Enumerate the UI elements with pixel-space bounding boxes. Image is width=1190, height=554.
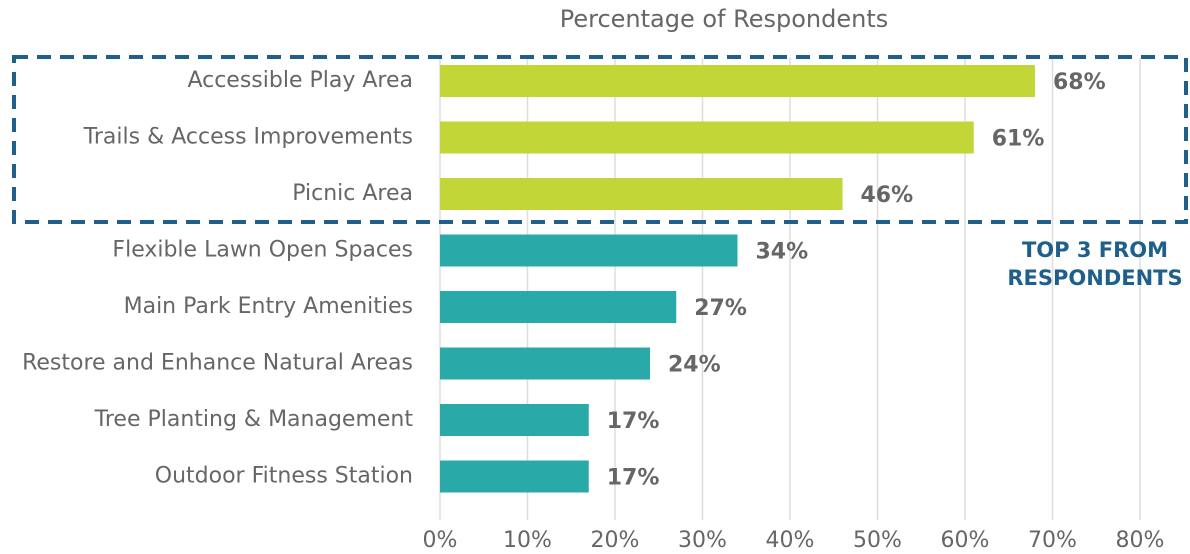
value-label: 34% [756,240,809,265]
chart-title: Percentage of Respondents [560,5,889,33]
bar [440,234,738,267]
value-label: 68% [1053,70,1106,95]
y-tick-label: Trails & Access Improvements [83,125,413,150]
highlight-box [12,55,1188,224]
bar [440,65,1035,97]
annotation: RESPONDENTS [1007,266,1182,290]
x-tick-label: 60% [941,528,990,553]
value-label: 61% [992,127,1045,152]
x-tick-label: 30% [678,528,727,553]
value-label: 46% [861,183,914,208]
bar [440,291,677,323]
bar [440,121,974,154]
y-tick-label: Accessible Play Area [187,68,413,93]
y-tick-label: Tree Planting & Management [94,407,414,432]
value-label: 24% [668,353,721,378]
y-tick-label: Main Park Entry Amenities [124,294,413,319]
value-label: 27% [694,296,747,321]
x-tick-label: 0% [423,528,458,553]
y-tick-label: Restore and Enhance Natural Areas [22,351,413,376]
x-tick-label: 40% [766,528,815,553]
x-tick-label: 50% [853,528,902,553]
bar [440,178,843,210]
annotation: TOP 3 FROM [1022,238,1168,262]
value-label: 17% [607,466,660,491]
x-tick-label: 80% [1116,528,1165,553]
value-label: 17% [607,409,660,434]
bar [440,404,589,436]
x-tick-label: 20% [591,528,640,553]
x-tick-label: 70% [1028,528,1077,553]
bar [440,347,650,380]
bar [440,460,589,493]
y-tick-label: Picnic Area [292,181,413,206]
x-tick-label: 10% [503,528,552,553]
bars: Accessible Play Area 68% Trails & Access I… [22,65,1183,493]
y-tick-label: Outdoor Fitness Station [155,464,413,489]
y-tick-label: Flexible Lawn Open Spaces [112,238,413,263]
